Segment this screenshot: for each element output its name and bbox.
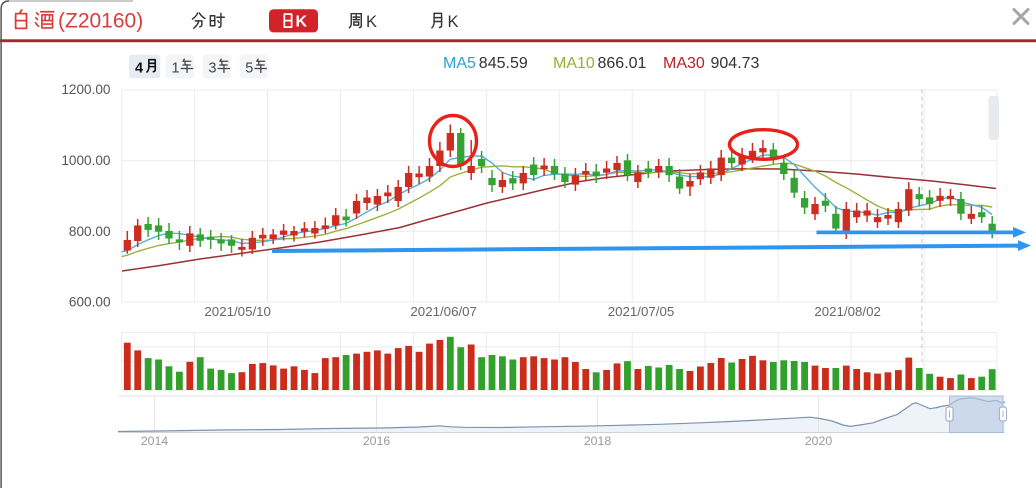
- svg-text:4: 4: [135, 60, 143, 76]
- svg-text:2016: 2016: [363, 434, 391, 448]
- svg-text:2021/06/07: 2021/06/07: [410, 304, 477, 319]
- svg-text:600.00: 600.00: [69, 295, 111, 310]
- svg-text:3: 3: [208, 60, 216, 76]
- svg-text:904.73: 904.73: [711, 55, 760, 72]
- svg-text:MA30: MA30: [663, 55, 705, 72]
- svg-text:1200.00: 1200.00: [61, 82, 111, 97]
- svg-text:5: 5: [245, 60, 253, 76]
- svg-text:866.01: 866.01: [598, 55, 647, 72]
- svg-text:1000.00: 1000.00: [61, 153, 111, 168]
- svg-text:800.00: 800.00: [69, 224, 111, 239]
- svg-text:2018: 2018: [584, 434, 612, 448]
- svg-text:K: K: [448, 13, 459, 31]
- svg-text:K: K: [296, 14, 308, 31]
- svg-text:K: K: [366, 13, 377, 31]
- svg-text:2020: 2020: [805, 434, 833, 448]
- svg-text:MA5: MA5: [443, 55, 476, 72]
- svg-text:2021/07/05: 2021/07/05: [608, 304, 675, 319]
- svg-text:2021/08/02: 2021/08/02: [814, 304, 881, 319]
- svg-text:2014: 2014: [141, 434, 169, 448]
- svg-text:MA10: MA10: [553, 55, 595, 72]
- svg-text:1: 1: [172, 60, 180, 76]
- svg-text:845.59: 845.59: [479, 55, 528, 72]
- svg-text:(Z20160): (Z20160): [58, 9, 143, 32]
- svg-text:2021/05/10: 2021/05/10: [204, 304, 271, 319]
